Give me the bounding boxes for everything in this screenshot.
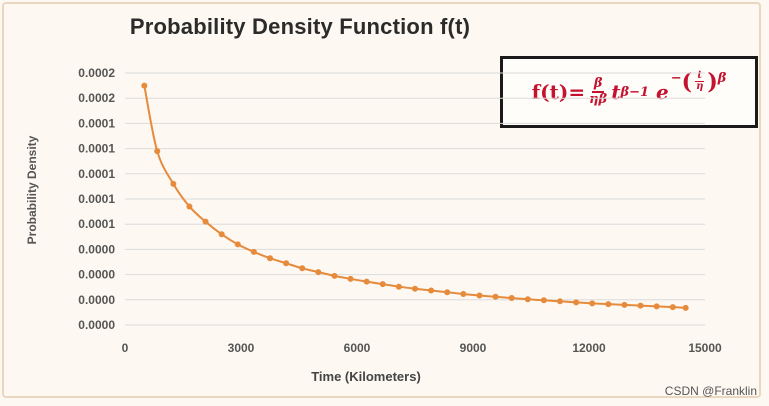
data-point	[379, 281, 386, 288]
data-point	[637, 302, 644, 309]
data-point	[621, 301, 628, 308]
y-tick-label: 0.0001	[78, 167, 115, 181]
chart-border	[2, 2, 761, 398]
formula-e-exponent: − ( t η ) β	[670, 69, 727, 95]
data-point	[428, 287, 435, 294]
formula-exp-denominator: η	[696, 81, 704, 92]
data-point	[283, 260, 290, 267]
data-point	[154, 148, 161, 155]
y-tick-label: 0.0000	[78, 268, 115, 282]
formula-box: f(t)= β ηβ t β−1 e − ( t η ) β	[500, 56, 758, 128]
data-point	[395, 283, 402, 290]
data-point	[540, 297, 547, 304]
data-point	[524, 296, 531, 303]
data-point	[682, 304, 689, 311]
y-tick-label: 0.0002	[78, 91, 115, 105]
data-point	[267, 255, 273, 262]
x-tick-label: 6000	[344, 341, 371, 355]
x-tick-label: 3000	[228, 341, 255, 355]
data-point	[299, 265, 306, 272]
y-tick-label: 0.0000	[78, 242, 115, 256]
x-tick-label: 15000	[688, 341, 722, 355]
data-point	[347, 275, 354, 282]
series-layer	[141, 82, 689, 311]
data-point	[170, 180, 177, 187]
y-tick-label: 0.0001	[78, 116, 115, 130]
formula-exp-numerator: t	[695, 70, 705, 82]
y-tick-label: 0.0001	[78, 192, 115, 206]
formula-exp-fraction: t η	[694, 71, 705, 92]
data-point	[363, 278, 370, 285]
formula-coef-denominator: ηβ	[589, 92, 608, 107]
data-point	[669, 304, 676, 311]
data-point	[331, 272, 338, 279]
data-point	[492, 293, 499, 300]
data-point	[315, 269, 322, 276]
x-tick-label: 9000	[460, 341, 487, 355]
formula-exp-power: β	[717, 71, 727, 86]
formula-coef-numerator: β	[591, 76, 605, 93]
data-point	[653, 303, 660, 310]
data-point	[557, 298, 563, 305]
y-axis-ticks: 0.0000 0.0000 0.0000 0.0000 0.0001 0.0001 0.00…	[78, 66, 115, 332]
data-point	[573, 299, 580, 306]
y-axis-label: Probability Density	[25, 135, 39, 244]
data-point	[202, 218, 209, 225]
y-tick-label: 0.0000	[78, 293, 115, 307]
data-point	[141, 82, 148, 89]
y-tick-label: 0.0002	[78, 66, 115, 80]
x-tick-label: 0	[122, 341, 129, 355]
x-axis-label: Time (Kilometers)	[311, 369, 421, 384]
data-point	[250, 248, 257, 255]
formula-t: t	[611, 80, 621, 104]
x-tick-label: 12000	[572, 341, 606, 355]
formula-coefficient: β ηβ	[587, 77, 609, 107]
data-point	[444, 289, 451, 296]
formula-exp-sign: −	[670, 71, 682, 86]
grid-lines	[125, 72, 705, 326]
data-point	[476, 292, 483, 299]
y-tick-label: 0.0001	[78, 142, 115, 156]
y-tick-label: 0.0001	[78, 217, 115, 231]
data-point	[234, 241, 241, 248]
data-point	[508, 295, 515, 302]
data-point	[460, 291, 467, 298]
data-point	[589, 300, 596, 307]
data-point	[412, 285, 418, 292]
x-axis-ticks: 0 3000 6000 9000 12000 15000	[122, 341, 722, 355]
data-point	[186, 203, 193, 210]
formula-t-exponent: β−1	[620, 84, 650, 100]
chart-title: Probability Density Function f(t)	[129, 14, 471, 39]
y-tick-label: 0.0000	[78, 318, 115, 332]
data-point	[218, 231, 225, 238]
watermark: CSDN @Franklin	[664, 384, 757, 398]
data-point	[605, 301, 612, 308]
formula-lhs: f(t)=	[531, 80, 586, 104]
